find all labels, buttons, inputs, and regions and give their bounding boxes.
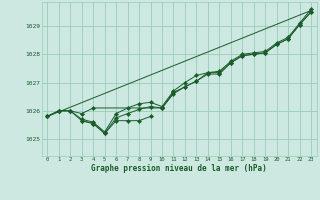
X-axis label: Graphe pression niveau de la mer (hPa): Graphe pression niveau de la mer (hPa) xyxy=(91,164,267,173)
